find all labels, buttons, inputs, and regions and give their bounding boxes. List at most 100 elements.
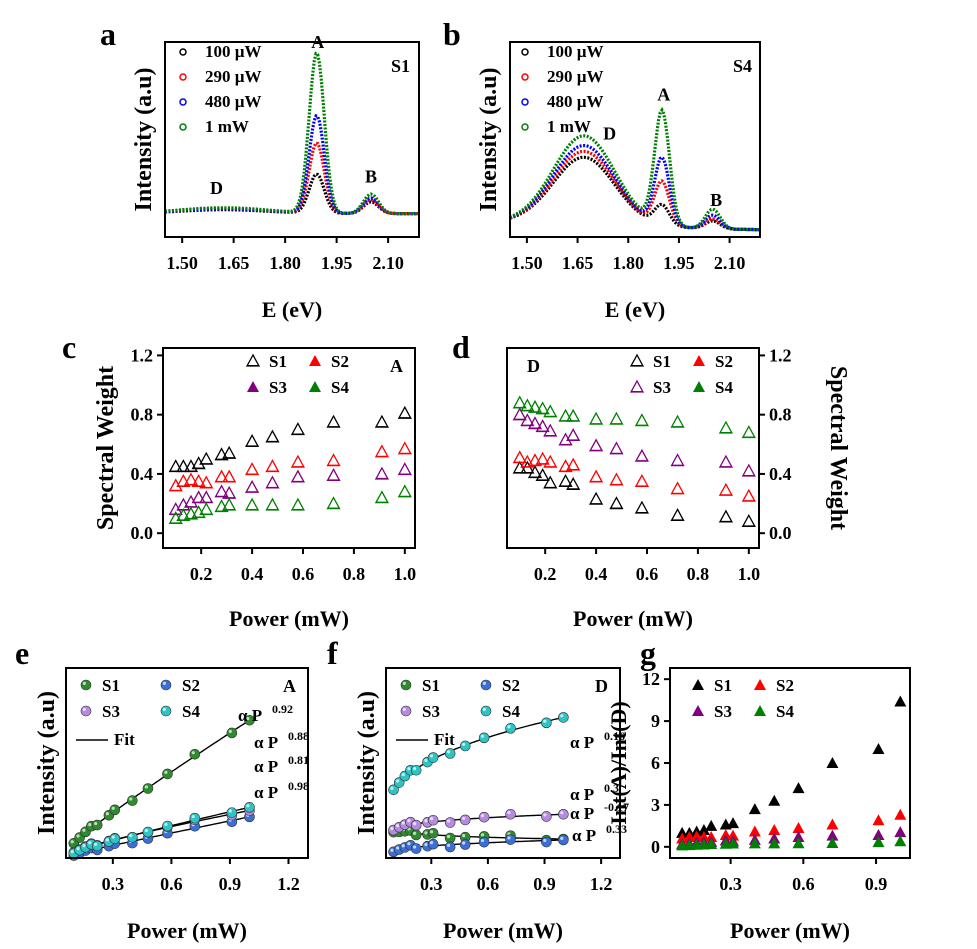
data-point-S1-shine (480, 833, 485, 837)
panel-letter: a (100, 16, 116, 52)
x-tick-label: 1.95 (663, 253, 695, 273)
data-point-S4 (741, 425, 756, 439)
panel-g: 0.3 0.6 0.9 Power (mW) 0 3 6 9 12 Int(A)/Int(D) g S… (606, 635, 911, 943)
x-tick-label: 1.50 (166, 253, 198, 273)
legend-marker (179, 48, 187, 56)
spectrum-line-3 (164, 51, 419, 216)
data-point-S4-base (170, 522, 182, 524)
data-point-S1-shine (82, 828, 86, 832)
data-point-S3-shine (480, 813, 485, 818)
data-point-S4-base (399, 495, 411, 497)
legend-marker-shine (482, 681, 486, 686)
data-point-S1 (792, 782, 805, 794)
data-point-S2 (719, 828, 732, 840)
x-tick-label: 0.4 (585, 564, 608, 584)
fit-line-S4 (392, 716, 564, 788)
data-point-S4 (222, 497, 237, 511)
data-point-S1-base (292, 433, 304, 435)
legend-label: 100 µW (205, 42, 262, 61)
data-point-S1-base (193, 467, 205, 469)
y-tick-label: 1.2 (131, 345, 154, 365)
data-point-S1 (727, 817, 740, 829)
data-point-S1-base (590, 503, 602, 505)
data-point-S1-base (376, 426, 388, 428)
data-point-S1 (410, 829, 422, 841)
data-point-S1-base (399, 417, 411, 419)
panel-a: 1.50 1.65 1.80 1.95 2.10 E (eV) Intensity (a.u… (100, 16, 420, 322)
data-point-S1-shine (105, 812, 109, 816)
data-point-S2 (741, 488, 756, 502)
data-point-S3 (718, 454, 734, 468)
x-tick-label: 1.95 (321, 253, 353, 273)
data-point-S1-shine (446, 834, 451, 839)
data-point-S3 (535, 419, 550, 433)
x-tick-label: 1.2 (590, 874, 613, 894)
data-point-S4-shine (144, 828, 148, 833)
exponent-value: 0.88 (288, 729, 309, 743)
y-axis-title: Intensity (a.u) (34, 691, 60, 835)
y-axis-title: Spectral Weight (93, 366, 119, 530)
data-point-S4-shine (228, 809, 232, 813)
x-tick-label: 2.10 (714, 253, 746, 273)
legend-marker-shine (482, 707, 486, 712)
data-point-S4 (191, 505, 206, 519)
data-point-S1-base (216, 458, 228, 460)
panel-letter: g (640, 635, 656, 671)
data-point-S4 (505, 723, 516, 734)
data-point-S4 (189, 812, 201, 824)
data-point-S2 (609, 472, 624, 486)
data-point-S1 (326, 414, 341, 428)
x-tick-label: 1.0 (738, 564, 761, 584)
data-point-S2-shine (560, 836, 564, 840)
data-point-S2 (183, 472, 199, 486)
data-point-S2 (670, 481, 685, 495)
data-point-S2 (748, 825, 761, 837)
data-point-S4 (826, 837, 839, 849)
data-point-S1-base (672, 519, 684, 521)
exponent-value: -0.17 (604, 800, 629, 814)
legend-marker (160, 679, 172, 691)
data-point-S4 (397, 484, 412, 498)
y-tick-label: 6 (651, 753, 660, 773)
legend-marker-shine (82, 707, 86, 712)
data-point-S2-shine (390, 848, 394, 852)
fit-line-S4 (73, 806, 250, 852)
data-point-S2 (543, 454, 558, 468)
exponent-label: α P (238, 706, 262, 725)
data-point-S2-base (193, 485, 205, 487)
data-point-S4 (162, 820, 173, 832)
data-point-S1-shine (88, 823, 92, 827)
legend-label: 290 µW (205, 67, 262, 86)
x-tick-label: 0.4 (241, 564, 264, 584)
data-point-S4 (634, 413, 650, 427)
data-point-S3 (478, 811, 490, 823)
data-point-S1-shine (191, 751, 195, 755)
data-point-S4-shine (407, 767, 411, 771)
x-tick-label: 0.6 (792, 874, 815, 894)
data-point-S4 (705, 838, 718, 850)
legend-label: S1 (653, 352, 671, 371)
data-point-S4 (768, 837, 781, 849)
exponent-label: α P (572, 826, 596, 845)
y-tick-label: 3 (651, 795, 660, 815)
legend-marker (521, 98, 529, 106)
data-point-S1-base (328, 426, 340, 428)
data-point-S4 (520, 398, 535, 412)
legend-label: S3 (653, 378, 671, 397)
data-point-S3-base (292, 480, 304, 482)
data-point-S3 (444, 817, 456, 828)
data-point-S4-shine (105, 838, 109, 842)
data-point-S3-base (672, 464, 684, 466)
data-point-S2 (558, 834, 569, 846)
panel-b: 1.50 1.65 1.80 1.95 2.10 E (eV) Intensity (a.u… (443, 16, 761, 322)
data-point-S2 (427, 838, 439, 850)
x-tick-label: 0.3 (102, 874, 125, 894)
data-point-S3 (265, 475, 280, 489)
data-point-S2-base (514, 461, 526, 463)
data-point-S3-shine (424, 819, 428, 823)
x-tick-label: 2.10 (372, 253, 404, 273)
data-point-S2-shine (462, 841, 466, 845)
data-point-S4-base (292, 509, 304, 511)
legend-label: S3 (102, 702, 120, 721)
data-point-S1 (290, 422, 306, 436)
